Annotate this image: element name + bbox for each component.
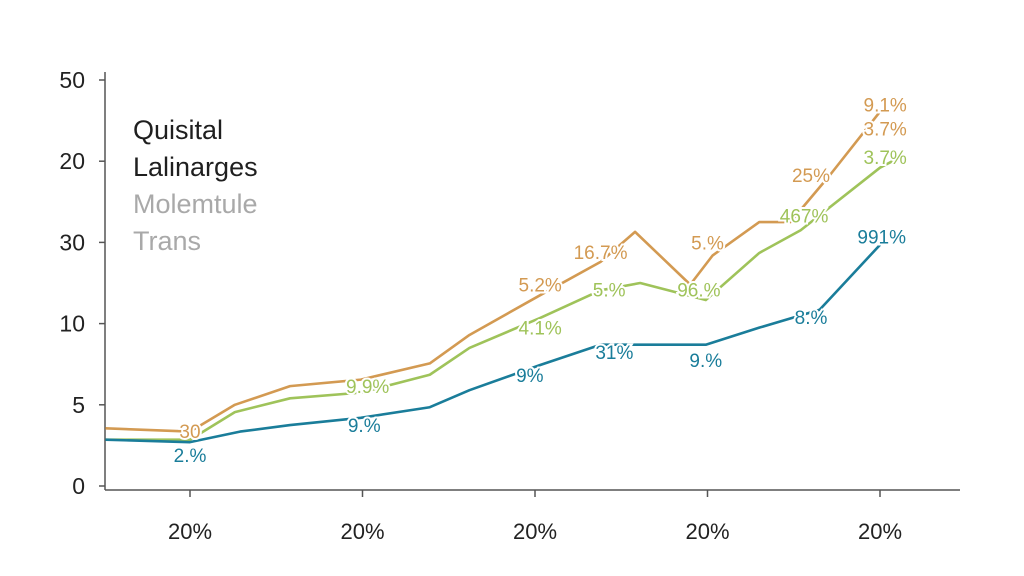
y-tick-label: 0 <box>72 473 85 499</box>
data-label-teal: 9% <box>516 366 544 387</box>
series-line-teal <box>105 243 881 444</box>
data-label-orange: 30 <box>179 422 200 443</box>
data-label-teal: 9.% <box>348 416 381 437</box>
data-label-orange: 5.2% <box>519 276 562 297</box>
y-tick-label: 5 <box>72 392 85 418</box>
data-label-green: 9.9% <box>346 377 389 398</box>
data-label-orange: 9.1% <box>864 95 907 116</box>
data-label-green: 3.7% <box>864 148 907 169</box>
x-tick-label: 20% <box>168 519 212 544</box>
data-label-green: 4.1% <box>519 319 562 340</box>
y-tick-label: 10 <box>59 311 85 337</box>
data-label-teal: 8.% <box>795 308 828 329</box>
data-label-orange: 3.7% <box>864 119 907 140</box>
legend: Quisital Lalinarges Molemtule Trans <box>133 112 258 260</box>
x-tick-label: 20% <box>685 519 729 544</box>
data-label-orange: 16.7% <box>574 243 628 264</box>
data-label-orange: 25% <box>792 166 830 187</box>
legend-entry-lalinarges: Lalinarges <box>133 152 258 182</box>
x-tick-label: 20% <box>340 519 384 544</box>
data-label-green: 467% <box>780 207 829 228</box>
data-label-green: 5.% <box>593 280 626 301</box>
legend-entry-quisital: Quisital <box>133 115 224 145</box>
legend-entry-molemtule: Molemtule <box>133 189 258 219</box>
axes: 0 5 10 30 20 50 20% 20% 20% 20% 20% <box>59 67 960 544</box>
series-line-orange <box>105 110 882 433</box>
x-tick-label: 20% <box>513 519 557 544</box>
data-labels: 30 5.2% 16.7% 5.% 25% 9.1% 3.7% 9.9% 4.1% 5.% 96.%… <box>172 93 909 468</box>
data-label-teal: 991% <box>857 228 906 249</box>
y-tick-label: 50 <box>59 67 85 93</box>
series-line-green <box>105 158 897 442</box>
data-label-teal: 31% <box>595 343 633 364</box>
data-label-teal: 9.% <box>689 351 722 372</box>
y-tick-label: 20 <box>59 148 85 174</box>
data-label-orange: 5.% <box>691 233 724 254</box>
data-label-teal: 2.% <box>174 446 207 467</box>
data-label-green: 96.% <box>677 280 720 301</box>
series-lines <box>105 110 897 444</box>
y-tick-label: 30 <box>59 229 85 255</box>
x-tick-label: 20% <box>858 519 902 544</box>
legend-entry-trans: Trans <box>133 226 202 256</box>
